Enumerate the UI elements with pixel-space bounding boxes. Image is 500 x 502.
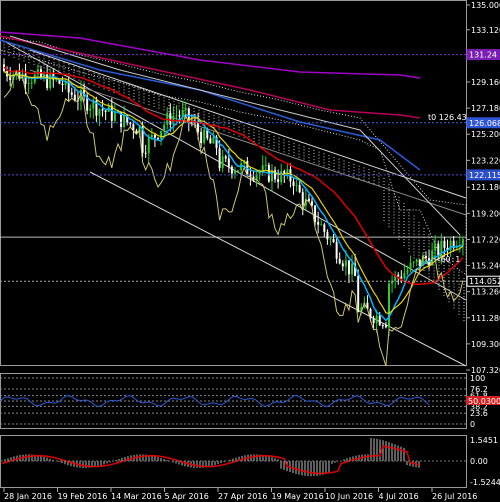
date-tick-label: 26 Jul 2016 [432,492,477,501]
price-marker-box [466,117,500,129]
osc1-tick-label: 100 [470,374,485,383]
price-marker-box [466,169,500,181]
price-tick-label: 135.000 [471,1,500,10]
oscillator1-grid [0,377,466,425]
oscillator2-axis: 1.5451 0.00 -1.5244 [470,436,500,487]
oscillator1-badge: 50.0300 [466,395,500,406]
price-marker-text: 126.068 [469,119,500,128]
price-axis: 135.000133.120131.240129.160127.180125.2… [466,1,500,375]
oscillator1-line [0,395,430,408]
osc1-tick-label: 38.2 [470,402,488,411]
osc1-tick-label: 76.2 [470,385,488,394]
osc1-tick-label: 23.6 [470,409,488,418]
date-tick-label: 28 Jan 2016 [4,492,52,501]
price-marker-text: 122.115 [469,171,500,180]
price-tick-label: 133.120 [471,26,500,35]
price-marker-box [466,275,500,287]
macd-histogram [1,438,420,477]
date-tick-label: 4 Jul 2016 [379,492,419,501]
price-tick-label: 125.200 [471,130,500,139]
date-tick-label: 19 May 2016 [272,492,324,501]
current-price-arrow-label: <60:1 [436,255,460,264]
price-marker-text: 114.052 [469,277,500,286]
price-tick-label: 117.220 [471,235,500,244]
moving-averages [0,31,464,367]
price-tick-label: 111.280 [471,314,500,323]
price-tick-label: 119.200 [471,209,500,218]
date-tick-label: 5 Apr 2016 [165,492,209,501]
price-tick-label: 109.300 [471,340,500,349]
oscillator1-badge-box [466,395,500,405]
osc2-tick-label: 0.00 [470,457,488,466]
regression-channel [1,39,467,367]
oscillator1-badge-text: 50.0300 [468,397,500,406]
price-tick-label: 121.180 [471,183,500,192]
ichimoku-cloud [0,37,467,322]
price-tick-label: 123.220 [471,156,500,165]
price-markers: 131.24 126.068 122.115 114.052 [0,49,500,287]
date-tick-label: 14 Mar 2016 [111,492,162,501]
date-tick-label: 19 Feb 2016 [58,492,108,501]
osc2-tick-label: -1.5244 [470,478,500,487]
price-tick-label: 127.180 [471,104,500,113]
price-tick-label: 113.260 [471,288,500,297]
price-tick-label: 115.240 [471,262,500,271]
price-tick-label: 129.160 [471,78,500,87]
price-marker-box [466,49,500,61]
price-tick-label: 107.320 [471,366,500,375]
price-marker-text: 131.24 [469,51,497,60]
date-axis: 28 Jan 2016 19 Feb 2016 14 Mar 2016 5 Apr 2… [3,488,477,501]
osc1-tick-label: 0 [470,420,475,429]
osc2-tick-label: 1.5451 [470,436,498,445]
target-label: t0 126.43 [428,113,467,122]
date-tick-label: 10 Jun 2016 [325,492,373,501]
date-tick-label: 27 Apr 2016 [218,492,267,501]
price-panel-frame [0,0,467,366]
